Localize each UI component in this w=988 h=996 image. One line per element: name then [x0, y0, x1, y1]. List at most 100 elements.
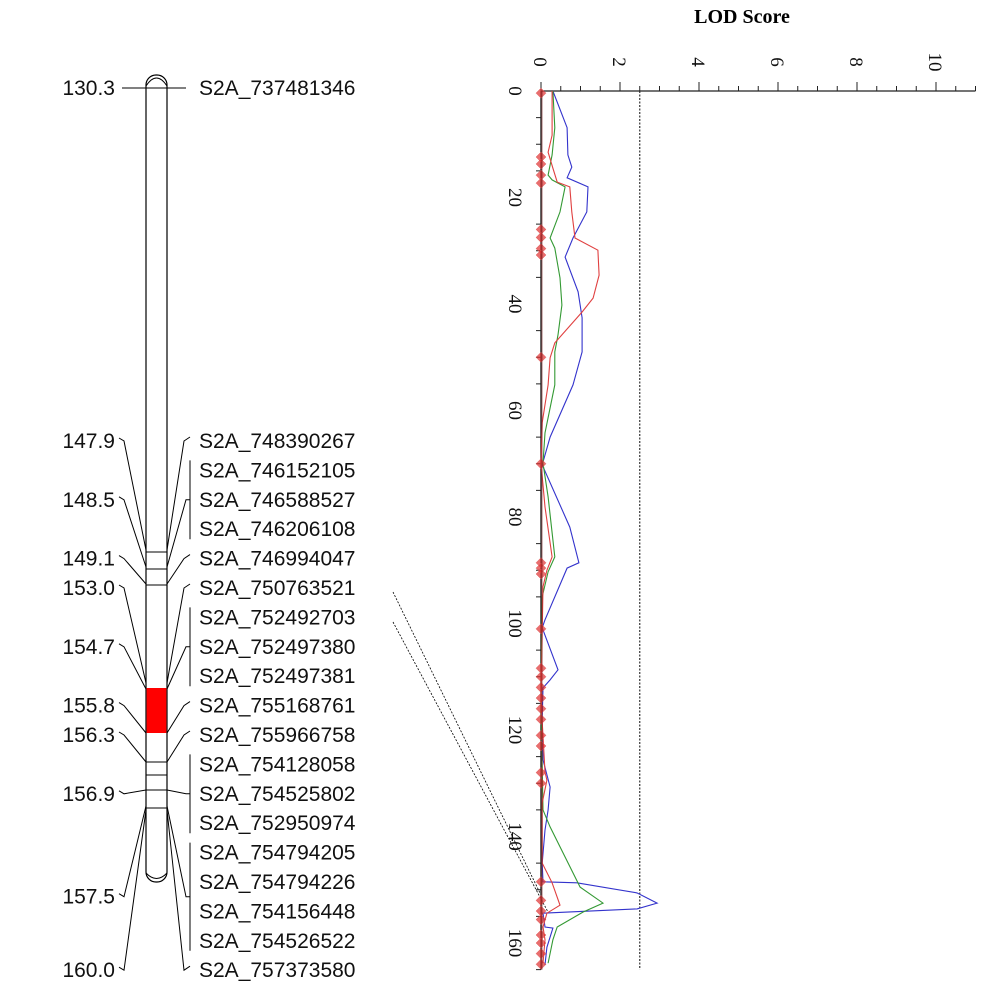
marker-label: S2A_755168761: [199, 695, 356, 718]
y-tick-label: 40: [504, 295, 525, 314]
chromosome-bar: [145, 74, 168, 883]
position-connector: [118, 809, 147, 972]
marker-diamond: [535, 914, 547, 925]
marker-diamond: [535, 740, 547, 752]
marker-label: S2A_754794205: [199, 842, 356, 865]
x-tick-label: 0: [529, 57, 550, 67]
position-connector: [118, 437, 147, 551]
marker-label: S2A_752497381: [199, 665, 356, 688]
x-tick-label: 4: [687, 57, 708, 67]
marker-label: S2A_752492703: [199, 606, 356, 629]
lod-curve-2: [540, 90, 605, 964]
position-connector: [118, 805, 147, 898]
position-label: 157.5: [62, 886, 115, 909]
marker-label: S2A_750763521: [199, 577, 356, 600]
x-tick-label: 6: [766, 57, 787, 67]
y-tick-label: 60: [504, 401, 525, 420]
marker-label: S2A_746152105: [199, 459, 356, 482]
position-label: 130.3: [62, 77, 115, 100]
marker-connector: [166, 805, 190, 898]
marker-diamond: [535, 351, 547, 363]
bar-top-cap: [145, 77, 168, 87]
marker-diamond: [535, 177, 547, 189]
marker-label: S2A_757373580: [199, 959, 356, 982]
x-tick-label: 8: [845, 57, 866, 67]
marker-diamond: [535, 876, 547, 888]
marker-label: S2A_748390267: [199, 430, 356, 453]
position-connector: [118, 789, 147, 795]
marker-connector: [166, 646, 190, 690]
x-tick-label: 2: [608, 57, 629, 67]
y-tick-label: 100: [504, 609, 525, 638]
position-label: 153.0: [62, 577, 115, 600]
marker-connector: [166, 789, 190, 795]
y-tick-label: 80: [504, 508, 525, 527]
marker-diamond: [535, 948, 547, 960]
position-connector: [118, 584, 147, 684]
position-label: 154.7: [62, 636, 115, 659]
marker-connector: [166, 701, 191, 734]
y-tick-label: 140: [504, 822, 525, 851]
marker-label: S2A_755966758: [199, 724, 356, 747]
y-tick-label: 160: [504, 929, 525, 958]
position-label: 148.5: [62, 489, 115, 512]
position-connector: [118, 731, 147, 763]
position-label: 147.9: [62, 430, 115, 453]
position-label: 155.8: [62, 695, 115, 718]
marker-diamond: [535, 692, 547, 704]
position-label: 156.9: [62, 783, 115, 806]
position-connector: [118, 702, 147, 734]
bar-end-cap: [145, 872, 168, 879]
y-tick-label: 0: [504, 86, 525, 96]
marker-connector: [166, 809, 191, 972]
marker-diamond: [535, 249, 547, 261]
plot-title: LOD Score: [694, 6, 790, 28]
y-tick-label: 20: [504, 188, 525, 207]
y-tick-label: 120: [504, 716, 525, 745]
position-label: 156.3: [62, 724, 115, 747]
marker-connector: [166, 499, 190, 568]
marker-label: S2A_754794226: [199, 871, 356, 894]
marker-label: S2A_746206108: [199, 518, 356, 541]
marker-label: S2A_754128058: [199, 753, 356, 776]
marker-connector: [166, 554, 191, 585]
x-tick-label: 10: [924, 53, 945, 72]
marker-label: S2A_752950974: [199, 812, 356, 835]
marker-label: S2A_746994047: [199, 548, 356, 571]
marker-label: S2A_752497380: [199, 636, 356, 659]
marker-diamond: [535, 623, 547, 635]
marker-diamond: [535, 703, 547, 715]
marker-label: S2A_754156448: [199, 900, 356, 923]
marker-diamond: [535, 777, 547, 789]
marker-diamond: [535, 458, 547, 470]
qtl-interval-highlight: [146, 688, 167, 733]
marker-diamond: [535, 232, 547, 243]
marker-diamond: [535, 729, 547, 741]
marker-diamond: [535, 682, 547, 693]
marker-diamond: [535, 767, 547, 778]
marker-label: S2A_754525802: [199, 783, 356, 806]
marker-diamond: [535, 958, 547, 970]
marker-label: S2A_754526522: [199, 930, 356, 953]
position-label: 149.1: [62, 548, 115, 571]
position-connector: [118, 555, 147, 585]
marker-label: S2A_737481346: [199, 77, 356, 100]
marker-label: S2A_746588527: [199, 489, 356, 512]
linkage-map: 130.3 147.9 148.5 149.1 153.0 154.7 155.8 156.3…: [62, 74, 356, 982]
position-connector: [118, 643, 147, 690]
marker-connector: [166, 436, 191, 551]
marker-connector: [166, 730, 191, 763]
marker-diamond: [535, 671, 547, 683]
marker-diamond: [535, 713, 547, 725]
marker-diamond: [535, 87, 547, 99]
marker-diamond: [535, 895, 547, 906]
position-connector: [118, 496, 147, 568]
marker-link-line: [392, 621, 549, 913]
marker-diamond: [535, 158, 547, 170]
marker-diamond: [535, 937, 547, 949]
marker-connector: [166, 583, 191, 684]
position-label: 160.0: [62, 959, 115, 982]
marker-diamond: [535, 568, 547, 580]
